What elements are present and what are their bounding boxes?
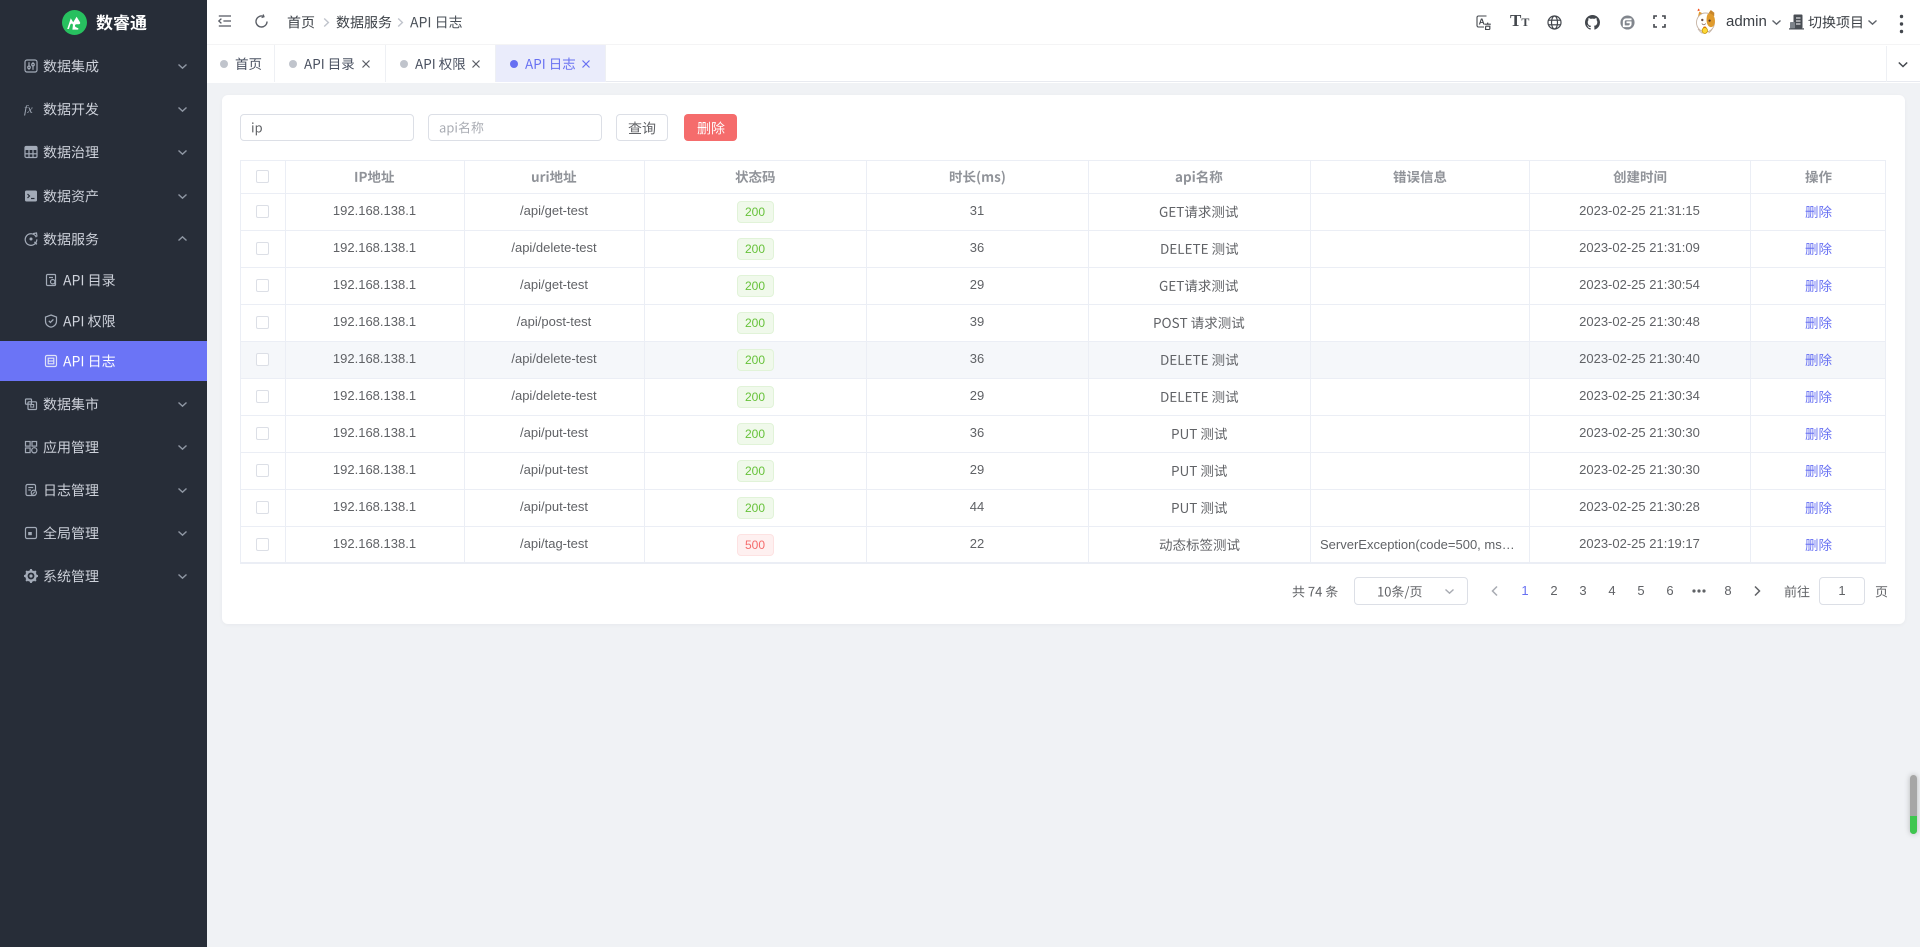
svg-text:fx: fx	[24, 102, 33, 116]
svg-text:A: A	[1479, 16, 1485, 26]
